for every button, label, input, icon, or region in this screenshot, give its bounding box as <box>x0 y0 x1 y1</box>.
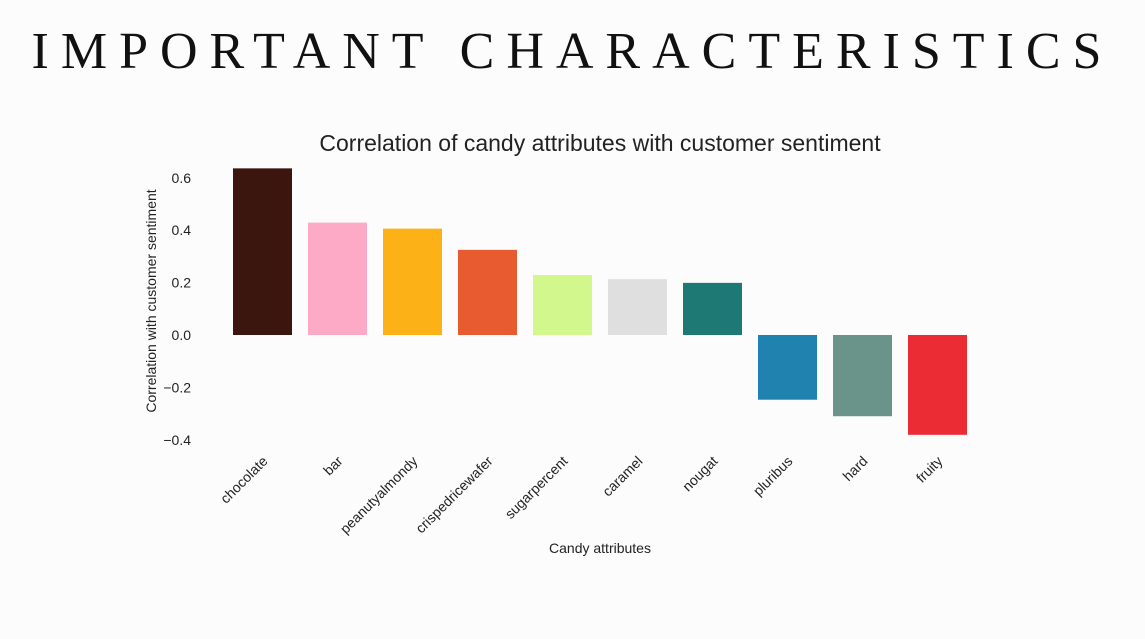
y-ticks-group: 0.6 0.4 0.2 0.0 −0.2 −0.4 <box>163 170 191 448</box>
x-tick-label: nougat <box>679 453 721 495</box>
bar-pluribus <box>758 335 817 400</box>
x-tick-label: crispedricewafer <box>412 453 496 537</box>
x-tick-label: sugarpercent <box>502 453 571 522</box>
x-tick-label: peanutyalmondy <box>337 453 421 537</box>
bar-nougat <box>683 282 742 335</box>
bar-crispedricewafer <box>458 249 517 335</box>
slide-title: IMPORTANT CHARACTERISTICS <box>31 23 1114 80</box>
bar-fruity <box>908 335 967 435</box>
x-ticks-group: chocolate barpeanutyalmondycrispedricewaf… <box>217 453 946 537</box>
y-tick-label: 0.0 <box>172 327 192 343</box>
y-tick-label: −0.4 <box>163 432 191 448</box>
x-tick-label: chocolate <box>217 453 271 507</box>
x-axis-label: Candy attributes <box>549 540 651 556</box>
bars-group <box>233 168 967 435</box>
x-tick-label: caramel <box>599 453 646 500</box>
bar-bar <box>308 222 367 335</box>
bar-caramel <box>608 279 667 335</box>
x-tick-label: fruity <box>913 453 946 486</box>
y-tick-label: 0.2 <box>172 275 192 291</box>
y-tick-label: 0.4 <box>172 222 192 238</box>
x-tick-label: pluribus <box>750 453 796 499</box>
chart-title: Correlation of candy attributes with cus… <box>319 130 881 156</box>
bar-sugarpercent <box>533 275 592 335</box>
bar-chocolate <box>233 168 292 335</box>
bar-peanutyalmondy <box>383 228 442 335</box>
y-tick-label: −0.2 <box>163 379 191 395</box>
x-tick-label: bar <box>320 453 346 479</box>
bar-hard <box>833 335 892 417</box>
y-tick-label: 0.6 <box>172 170 192 186</box>
y-axis-label: Correlation with customer sentiment <box>143 189 159 412</box>
x-tick-label: hard <box>839 453 870 484</box>
